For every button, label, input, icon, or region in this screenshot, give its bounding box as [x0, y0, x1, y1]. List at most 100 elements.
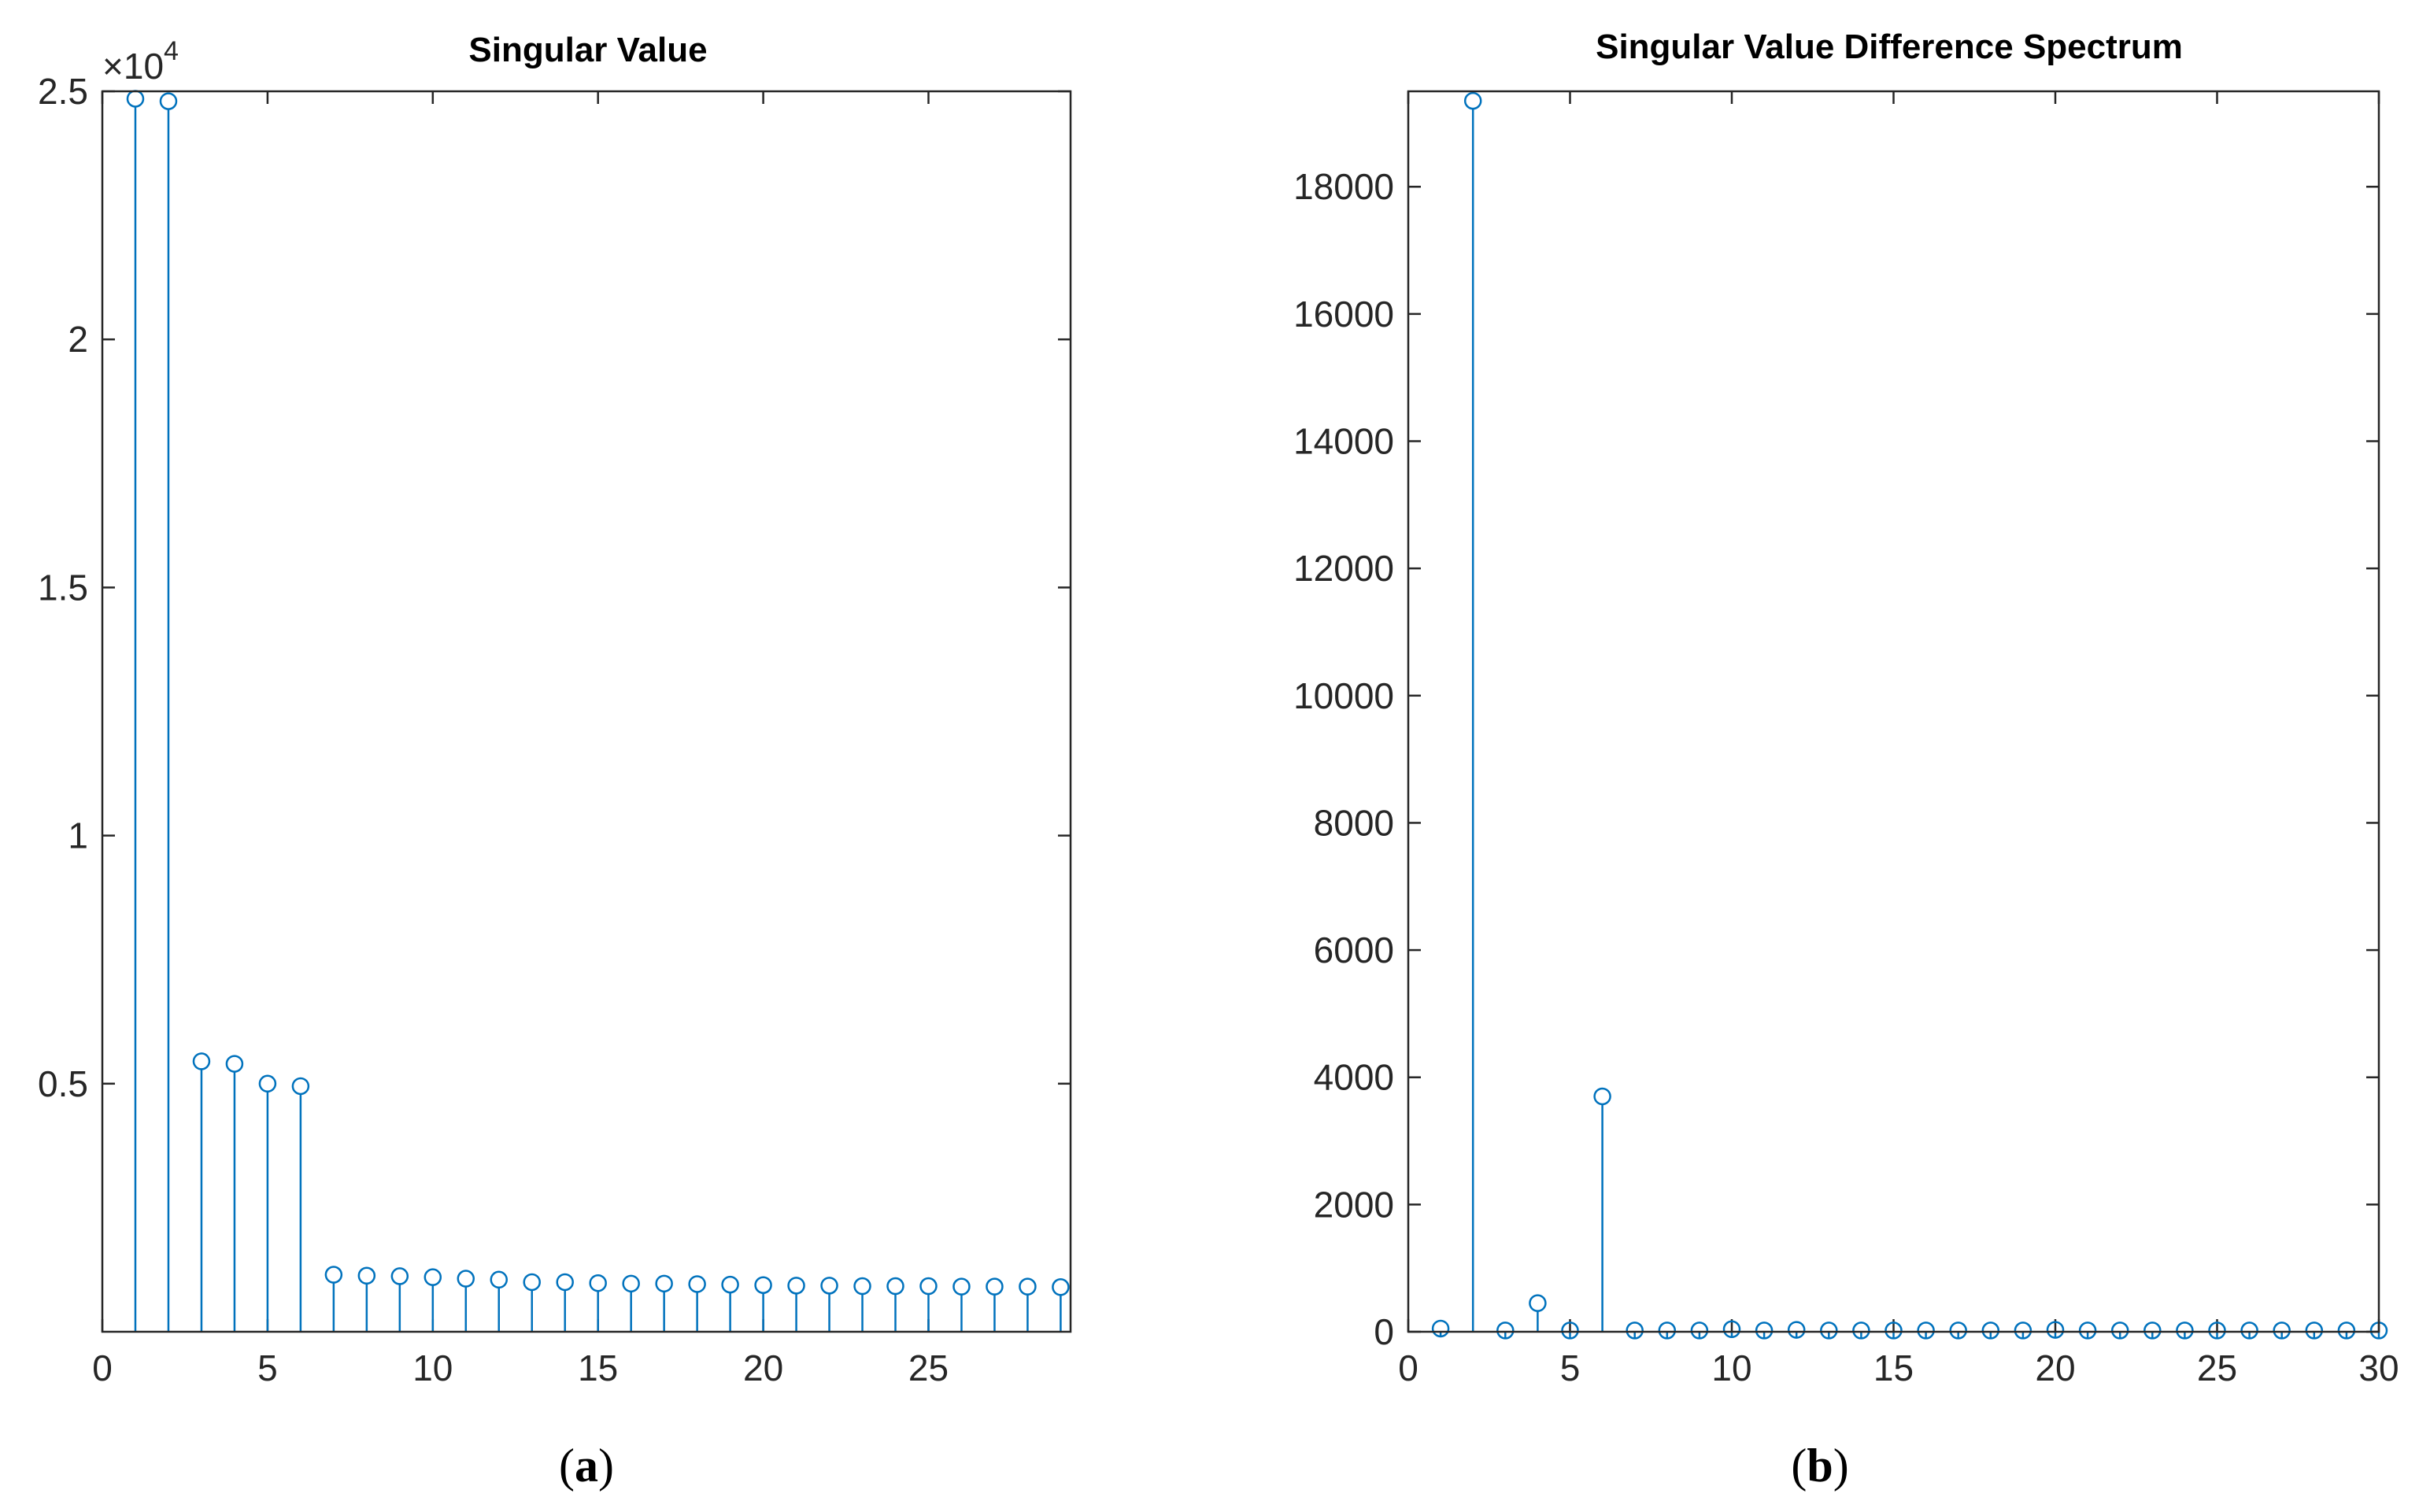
chart-b-y-tick-label: 4000: [1314, 1057, 1394, 1098]
chart-a-x-tick-label: 15: [578, 1347, 618, 1388]
chart-b-y-tick-label: 12000: [1293, 548, 1394, 589]
chart-b-stem-marker: [2337, 1322, 2356, 1340]
chart-b-x-tick-labels: 0 5 10 15 20 25 30: [1398, 1347, 2399, 1388]
chart-a-y-tick-label: 0.5: [38, 1063, 88, 1104]
chart-b-stem-marker: [1463, 91, 1482, 110]
chart-b-stem-marker: [2014, 1322, 2032, 1340]
chart-b-x-tick-label: 10: [1711, 1347, 1751, 1388]
chart-b-y-tick-label: 2000: [1314, 1184, 1394, 1225]
chart-b-axes-box: [1407, 90, 2380, 1333]
chart-a-stem-marker: [1052, 1278, 1070, 1296]
chart-a-stem-marker: [291, 1077, 310, 1096]
chart-b-stem-marker: [1917, 1322, 1935, 1340]
chart-a-stem-marker: [688, 1275, 706, 1293]
chart-b-stem-marker: [1949, 1322, 1967, 1340]
chart-b-stems: [1439, 109, 2380, 1339]
chart-a-x-tick-label: 10: [412, 1347, 453, 1388]
chart-a-stem-marker: [523, 1273, 541, 1292]
chart-b-panel-label: (b): [1791, 1440, 1848, 1492]
chart-b-stem-marker: [1658, 1322, 1677, 1340]
chart-a-y-exponent-power: 4: [164, 36, 179, 66]
chart-a-stem-marker: [952, 1277, 971, 1296]
chart-b-stem-marker: [2240, 1322, 2258, 1340]
chart-a-stem-marker: [324, 1266, 343, 1284]
chart-a-title: Singular Value: [468, 31, 707, 69]
chart-b-y-tick-label: 6000: [1314, 930, 1394, 970]
chart-a-stems: [134, 106, 1062, 1332]
chart-b-stem-marker: [2176, 1322, 2194, 1340]
chart-a-y-exponent-base: ×10: [102, 46, 164, 87]
chart-a-x-tick-label: 0: [92, 1347, 113, 1388]
chart-b-singular-value-difference-spectrum: Singular Value Difference Spectrum 0 5 10 1…: [1293, 28, 2399, 1492]
chart-b-stem-marker: [2078, 1322, 2097, 1340]
chart-b-y-tick-label: 0: [1374, 1311, 1394, 1352]
chart-b-stem-marker: [1561, 1322, 1579, 1340]
chart-a-stem-marker: [721, 1275, 739, 1294]
chart-b-stem-marker: [1431, 1319, 1450, 1338]
chart-a-y-exponent: ×104: [102, 36, 179, 87]
chart-a-stem-marker: [919, 1277, 938, 1296]
chart-a-stem-marker: [589, 1274, 607, 1292]
chart-b-stem-marker: [1690, 1322, 1709, 1340]
chart-a-stem-marker: [159, 92, 178, 110]
chart-a-stem-marker: [1019, 1277, 1037, 1296]
chart-b-y-tick-label: 16000: [1293, 294, 1394, 335]
chart-a-stem-marker: [986, 1277, 1004, 1296]
chart-a-x-tick-labels: 0 5 10 15 20 25: [92, 1347, 949, 1388]
chart-b-stem-marker: [1755, 1322, 1774, 1340]
chart-a-panel-label: (a): [559, 1440, 614, 1492]
chart-a-stem-marker: [787, 1277, 805, 1295]
chart-a-stem-marker: [192, 1052, 211, 1070]
chart-b-stem-marker: [2208, 1322, 2226, 1340]
chart-b-stem-marker: [1981, 1322, 2000, 1340]
chart-a-y-tick-labels: 0.5 1 1.5 2 2.5: [38, 71, 88, 1104]
chart-b-y-tick-label: 8000: [1314, 802, 1394, 843]
chart-a-stem-marker: [457, 1270, 475, 1288]
chart-b-x-tick-label: 25: [2197, 1347, 2237, 1388]
chart-b-stem-marker: [1626, 1322, 1644, 1340]
chart-a-y-tick-label: 1: [68, 815, 88, 856]
chart-b-x-tick-label: 20: [2035, 1347, 2075, 1388]
chart-a-singular-value: Singular Value ×104 0 5 10 15 20 25 0.5 1 1.5 2 2…: [38, 31, 1072, 1492]
chart-a-stem-marker: [225, 1055, 244, 1073]
chart-a-stem-marker: [556, 1273, 574, 1292]
chart-a-stem-marker: [754, 1276, 772, 1294]
chart-b-markers: [1431, 91, 2388, 1340]
chart-a-y-tick-label: 2.5: [38, 71, 88, 112]
chart-a-stem-marker: [655, 1274, 673, 1293]
chart-b-stem-marker: [1787, 1321, 1806, 1339]
chart-a-stem-marker: [886, 1277, 904, 1296]
chart-a-x-tick-label: 20: [743, 1347, 783, 1388]
chart-b-stem-marker: [1885, 1322, 1903, 1340]
chart-b-x-tick-label: 15: [1873, 1347, 1914, 1388]
chart-b-y-tick-label: 14000: [1293, 421, 1394, 462]
chart-b-stem-marker: [1593, 1087, 1611, 1106]
chart-a-axes-box: [101, 90, 1072, 1333]
chart-a-x-tick-label: 25: [908, 1347, 949, 1388]
chart-a-stem-marker: [820, 1277, 838, 1295]
chart-b-stem-marker: [2305, 1322, 2324, 1340]
chart-b-stem-marker: [2143, 1322, 2162, 1340]
chart-b-stem-marker: [2110, 1322, 2129, 1340]
chart-b-x-tick-label: 0: [1398, 1347, 1418, 1388]
chart-a-y-tick-label: 2: [68, 319, 88, 360]
chart-b-stem-marker: [1722, 1320, 1741, 1339]
chart-b-x-tick-label: 5: [1560, 1347, 1581, 1388]
chart-a-x-tick-label: 5: [257, 1347, 278, 1388]
chart-a-stem-marker: [424, 1268, 442, 1286]
chart-b-title: Singular Value Difference Spectrum: [1596, 28, 2183, 66]
chart-b-stem-marker: [1496, 1322, 1515, 1340]
chart-a-stem-marker: [622, 1274, 640, 1293]
chart-b-stem-marker: [2273, 1322, 2291, 1340]
chart-b-stem-marker: [1529, 1294, 1547, 1312]
chart-b-stem-marker: [1820, 1322, 1838, 1340]
chart-a-markers: [126, 90, 1070, 1296]
chart-b-stem-marker: [2046, 1321, 2065, 1339]
chart-a-stem-marker: [258, 1074, 277, 1093]
chart-a-y-tick-label: 1.5: [38, 567, 88, 608]
chart-b-x-tick-label: 30: [2358, 1347, 2399, 1388]
chart-b-y-tick-label: 10000: [1293, 675, 1394, 716]
chart-b-y-tick-label: 18000: [1293, 166, 1394, 207]
